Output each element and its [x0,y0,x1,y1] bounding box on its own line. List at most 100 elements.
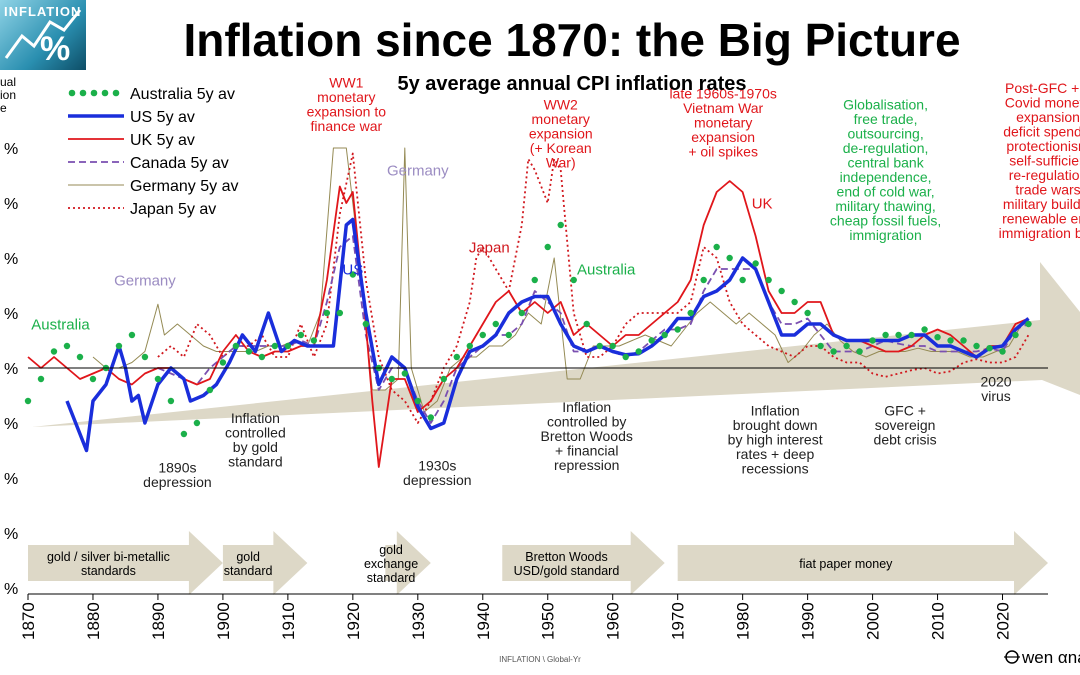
data-point [648,337,655,344]
annotation-line: outsourcing, [847,126,923,142]
legend-item: Canada 5y av [68,155,229,172]
annotation-line: monetary [532,111,590,127]
legend-item: Australia 5y av [68,86,235,103]
x-tick-label: 1870 [19,602,38,640]
y-tick-label: % [4,141,18,158]
legend-label: US 5y av [130,109,195,126]
x-tick-label: 2000 [864,602,883,640]
data-point [531,276,538,284]
legend-label: UK 5y av [130,132,195,149]
series-australia-5y-av [24,221,1032,438]
data-point [50,348,58,355]
data-point [583,320,590,328]
regime-arrow-label: standards [81,564,136,578]
y-axis-label-line: ual [0,75,16,89]
data-point [947,337,954,344]
annotation-line: immigration [849,227,921,243]
legend-item: UK 5y av [68,132,195,149]
data-point [986,345,993,352]
data-point [167,397,175,405]
data-point [440,375,447,383]
series-inline-label: Japan [469,240,510,257]
data-point [739,276,746,284]
data-point [271,342,279,350]
series-inline-label: Australia [577,262,636,279]
data-point [596,342,603,350]
data-point [557,221,564,229]
data-point [752,260,759,267]
data-point [284,342,292,350]
data-point [726,254,733,262]
y-tick-label: % [4,306,18,323]
annotation-line: controlled [225,425,286,441]
data-point [24,397,32,405]
regime-arrow-shape [222,531,308,595]
annotation-line: monetary [694,115,752,131]
annotation-line: trade wars [1015,182,1080,198]
legend-label: Canada 5y av [130,155,229,172]
data-point [518,309,525,317]
legend-label: Japan 5y av [130,201,216,218]
annotation: Globalisation,free trade,outsourcing,de-… [830,97,941,244]
annotation-line: sovereign [875,417,936,433]
data-point [336,309,344,317]
y-tick-label: % [4,251,18,268]
annotation-line: WW2 [544,97,578,113]
legend-item: US 5y av [68,109,195,126]
data-point [921,326,928,333]
data-point [609,342,616,350]
regime-arrow-label: exchange [364,557,418,571]
regime-arrow-shape [385,531,431,595]
data-point [544,243,551,251]
series-us-5y-av [65,217,1030,453]
regime-arrow-label: Bretton Woods [525,550,607,564]
data-point [414,397,422,405]
annotation-line: free trade, [854,111,918,127]
data-point [765,276,772,284]
data-point [349,271,357,278]
data-point [76,353,84,361]
regime-arrow-label: gold [236,550,260,564]
x-tick-label: 1880 [84,602,103,640]
annotation-line: depression [403,472,472,488]
inflation-logo: INFLATION % [0,0,86,70]
series-inline-label: UK [752,196,773,213]
data-point [622,353,629,361]
y-tick-label: % [4,526,18,543]
data-point [843,342,850,350]
annotation-line: 2020 [980,374,1011,390]
legend-item: Germany 5y av [68,178,238,195]
annotation-line: Covid moneta [1005,95,1080,111]
annotation-line: deficit spendin [1003,124,1080,140]
annotation-line: War) [546,155,576,171]
data-point [401,370,409,377]
x-tick-label: 2010 [929,602,948,640]
data-point [713,243,720,251]
y-axis-label-line: e [0,101,7,115]
annotation-line: + oil spikes [688,144,758,160]
logo-percent-icon: % [40,30,71,68]
y-tick-label: % [4,196,18,213]
data-point [89,375,97,383]
brand-mark: wen αna [1004,648,1080,667]
series-line [65,217,1030,453]
data-point [193,419,201,427]
data-point [830,348,837,355]
regime-arrow-label: standard [224,564,273,578]
x-tick-label: 2020 [994,602,1013,640]
regime-arrow-shape [28,531,223,595]
data-point [635,348,642,355]
annotation-line: Globalisation, [843,97,928,113]
annotation-line: WW1 [329,75,363,91]
data-point [492,320,499,328]
annotation-line: immigration bac [999,225,1080,241]
data-point [804,309,811,317]
data-point [1012,331,1019,339]
